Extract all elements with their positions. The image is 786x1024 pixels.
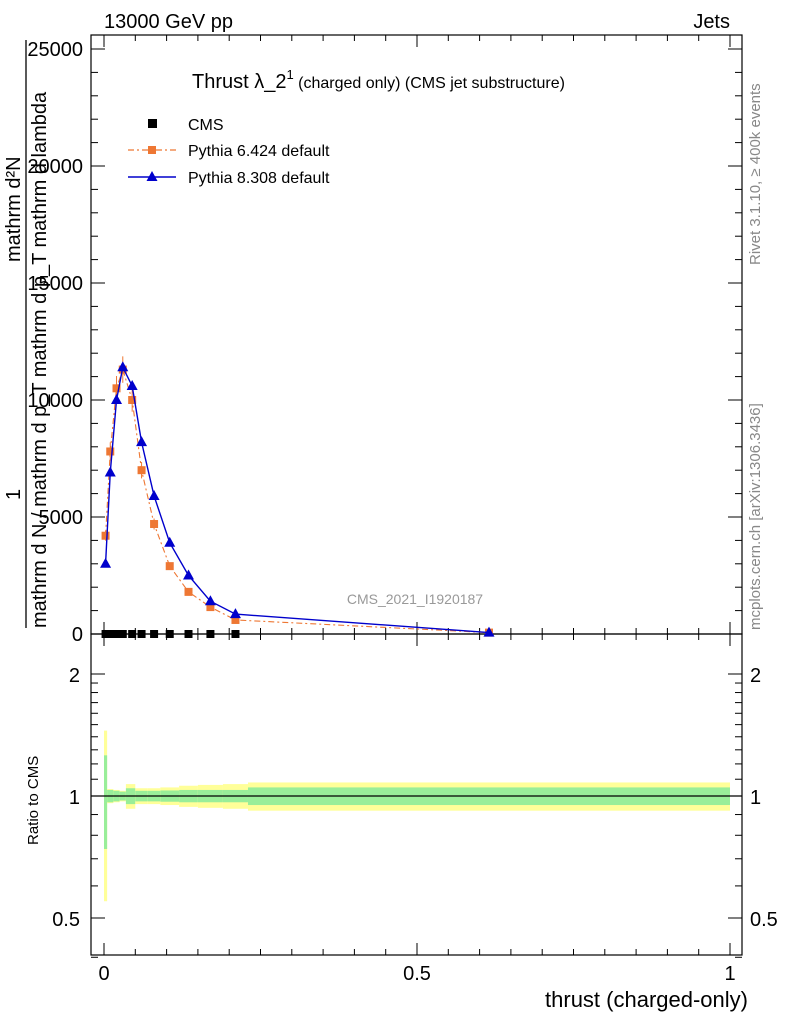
- x-tick-label: 0: [98, 963, 109, 985]
- py6-point: [137, 466, 146, 475]
- y-tick-label: 20000: [27, 156, 83, 178]
- py8-point: [100, 557, 112, 568]
- legend-py6-label: Pythia 6.424 default: [188, 143, 330, 160]
- py8-point: [111, 394, 123, 404]
- title-main: Thrust λ_2: [192, 71, 286, 93]
- legend: CMS Pythia 6.424 default Pythia 8.308 de…: [128, 117, 330, 187]
- cms-point: [128, 630, 137, 638]
- cms-point: [101, 630, 110, 638]
- ratio-tick-label: 0.5: [52, 909, 80, 931]
- title-sup: 1: [286, 67, 293, 82]
- y-tick-label: 0: [72, 624, 83, 646]
- cms-point: [112, 630, 121, 638]
- y-label-denominator: mathrm d N / mathrm d p_T mathrm d p_T m…: [29, 91, 51, 628]
- cms-point: [106, 630, 115, 638]
- ratio-tick-label-right: 2: [750, 665, 761, 687]
- py6-line: [105, 367, 490, 634]
- energy-label: 13000 GeV pp: [104, 11, 233, 33]
- analysis-watermark: CMS_2021_I1920187: [347, 591, 483, 607]
- y-label-garbled: mathrm d²N: [3, 156, 25, 262]
- py8-point: [136, 436, 148, 447]
- rivet-label: Rivet 3.1.10, ≥ 400k events: [747, 83, 764, 265]
- y-tick-label: 15000: [27, 273, 83, 295]
- ratio-tick-label: 2: [69, 665, 80, 687]
- cms-point: [118, 630, 127, 638]
- legend-py6-marker: [148, 146, 156, 154]
- py8-point: [126, 379, 138, 390]
- y-tick-label: 25000: [27, 39, 83, 61]
- cms-point: [165, 630, 174, 638]
- py6-point: [206, 603, 215, 612]
- py8-point: [104, 466, 116, 477]
- py8-point: [117, 361, 129, 372]
- y-label-numerator: 1: [3, 489, 25, 500]
- plot-title: Thrust λ_21 (charged only) (CMS jet subs…: [192, 67, 565, 93]
- py6-point: [231, 615, 240, 624]
- py8-point: [229, 608, 241, 619]
- y-tick-label: 10000: [27, 390, 83, 412]
- py8-point: [164, 536, 176, 547]
- category-label: Jets: [693, 11, 730, 33]
- cms-point: [206, 630, 215, 638]
- cms-point: [137, 630, 146, 638]
- legend-cms-label: CMS: [188, 117, 224, 134]
- y-tick-label: 5000: [39, 507, 84, 529]
- cms-point: [184, 630, 193, 638]
- x-tick-label: 0.5: [403, 963, 431, 985]
- x-tick-label: 1: [724, 963, 735, 985]
- mcplots-label: mcplots.cern.ch [arXiv:1306.3436]: [747, 403, 764, 630]
- ratio-tick-label: 1: [69, 787, 80, 809]
- title-rest: (charged only) (CMS jet substructure): [294, 75, 565, 92]
- py6-point: [165, 562, 174, 571]
- py6-point: [101, 531, 110, 540]
- cms-point: [150, 630, 159, 638]
- legend-py8-label: Pythia 8.308 default: [188, 170, 330, 187]
- py6-point: [150, 520, 159, 529]
- ratio-inner-band: [104, 755, 108, 849]
- ratio-tick-label-right: 1: [750, 787, 761, 809]
- py6-point: [184, 587, 193, 596]
- main-y-axis-label: 1 mathrm d N / mathrm d p_T mathrm d p_T…: [3, 40, 51, 628]
- legend-py8-marker: [146, 171, 158, 181]
- py6-point: [112, 384, 121, 393]
- py6-point: [128, 396, 137, 404]
- py8-point: [204, 595, 216, 606]
- py6-point: [106, 447, 115, 456]
- py8-point: [183, 569, 195, 580]
- py8-point: [148, 489, 160, 500]
- py8-point: [483, 626, 495, 637]
- cms-point: [231, 630, 240, 638]
- legend-cms-marker: [148, 119, 157, 128]
- x-axis-label: thrust (charged-only): [545, 987, 748, 1012]
- ratio-y-axis-label: Ratio to CMS: [25, 756, 42, 845]
- ratio-tick-label-right: 0.5: [750, 909, 778, 931]
